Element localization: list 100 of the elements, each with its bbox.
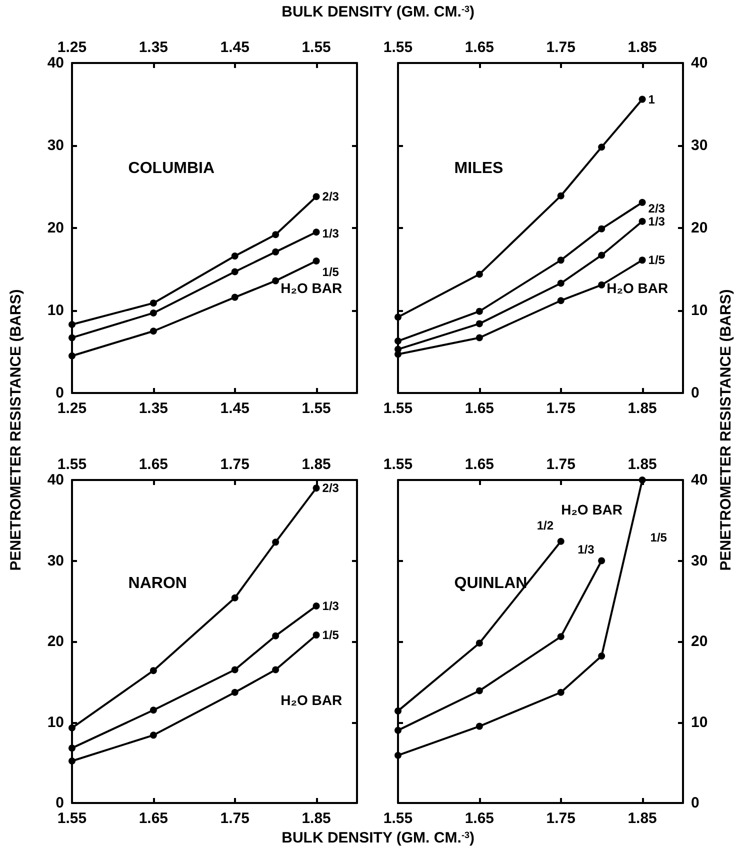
series-label: 1/3 [578, 542, 595, 556]
x-tick-label: 1.85 [628, 400, 657, 417]
point [272, 632, 280, 640]
point [231, 294, 238, 301]
x2-tick-label: 1.55 [383, 39, 413, 56]
text: NARON [128, 574, 187, 592]
y2-axis-title: PENETROMETER RESISTANCE (BARS) [718, 289, 734, 571]
point [476, 334, 483, 342]
series-label: 2/3 [648, 202, 666, 216]
x-tick-label: 1.65 [464, 400, 494, 417]
x-tick-label: 1.65 [138, 810, 168, 827]
series-label: 1/5 [650, 530, 668, 544]
annotation: H₂O BAR [561, 502, 623, 518]
point [598, 252, 606, 259]
point [476, 308, 483, 315]
y2-tick-label: 40 [691, 472, 708, 488]
x-tick-label: 1.35 [138, 400, 168, 417]
legend-label: 1/5 [322, 628, 340, 642]
x2-tick-label: 1.55 [57, 456, 87, 473]
y-tick-label: 10 [47, 714, 64, 731]
x-tick-label: 1.75 [546, 810, 576, 827]
point [68, 352, 76, 360]
series-label: 1/3 [322, 598, 340, 613]
annotation: H₂O BAR [280, 280, 342, 296]
y2-tick-label: 20 [691, 633, 708, 650]
point [150, 300, 157, 307]
x2-tick-label: 1.85 [628, 456, 657, 473]
point [557, 280, 564, 287]
y2-tick-label: 30 [691, 552, 708, 570]
x2-tick-label: 1.75 [220, 456, 250, 473]
y2-tick-label: 10 [691, 714, 708, 731]
point [272, 538, 280, 546]
text: COLUMBIA [128, 160, 215, 177]
point [231, 688, 238, 696]
point [598, 652, 606, 660]
point [394, 752, 402, 759]
x2-tick-label: 1.65 [464, 39, 494, 56]
y-tick-label: 0 [56, 794, 64, 812]
x-tick-label: 1.85 [628, 810, 657, 827]
point [68, 724, 76, 732]
point [394, 314, 402, 321]
x2-tick-label: 1.75 [546, 456, 576, 473]
point [557, 192, 564, 200]
point [312, 602, 320, 610]
y2-tick-label: 20 [691, 220, 708, 236]
point [638, 218, 646, 225]
y2-tick-label: 10 [691, 302, 708, 319]
series-label: 1 [648, 92, 656, 106]
point [150, 328, 157, 335]
x2-tick-label: 1.65 [138, 456, 168, 473]
y-tick-label: 30 [47, 137, 64, 154]
x-tick-label: 1.55 [383, 400, 413, 417]
x-tick-label: 1.55 [302, 400, 331, 417]
point [231, 666, 238, 674]
point [557, 633, 564, 640]
annotation: H₂O BAR [280, 692, 342, 708]
x-tick-label: 1.55 [383, 810, 413, 827]
point [476, 320, 483, 328]
x-tick-label: 1.25 [57, 400, 87, 417]
text: MILES [454, 160, 504, 177]
point [312, 228, 320, 236]
point [231, 252, 238, 260]
x2-tick-label: 1.85 [302, 456, 331, 473]
series-label: 2/3 [322, 481, 340, 496]
point [272, 231, 280, 238]
point [598, 557, 606, 564]
point [68, 321, 76, 328]
x2-tick-label: 1.65 [464, 456, 494, 473]
y2-tick-label: 30 [691, 137, 708, 154]
series-label: 2/3 [322, 190, 340, 204]
point [557, 688, 564, 696]
x2-tick-label: 1.55 [302, 39, 331, 56]
point [150, 667, 157, 674]
point [638, 96, 646, 103]
point [598, 225, 606, 232]
y2-tick-label: 0 [691, 384, 700, 402]
point [231, 268, 238, 276]
point [394, 350, 402, 358]
point [272, 248, 280, 256]
y-tick-label: 40 [47, 54, 64, 72]
point [312, 484, 320, 492]
y-tick-label: 40 [47, 472, 64, 488]
point [68, 334, 76, 342]
point [272, 277, 280, 284]
x-tick-label: 1.75 [220, 810, 250, 827]
point [476, 270, 483, 278]
point [150, 309, 157, 316]
y-tick-label: 30 [47, 552, 64, 570]
x2-tick-label: 1.35 [138, 39, 168, 56]
y-tick-label: 20 [47, 633, 64, 650]
y2-tick-label: 0 [691, 794, 700, 812]
point [150, 732, 157, 739]
x2-tick-label: 1.45 [220, 39, 250, 56]
point [557, 256, 564, 264]
y-axis-title: PENETROMETER RESISTANCE (BARS) [8, 289, 24, 571]
series-label: 1/3 [648, 214, 666, 228]
x2-tick-label: 1.85 [628, 39, 657, 56]
point [557, 297, 564, 304]
point [312, 632, 320, 639]
point [312, 193, 320, 200]
